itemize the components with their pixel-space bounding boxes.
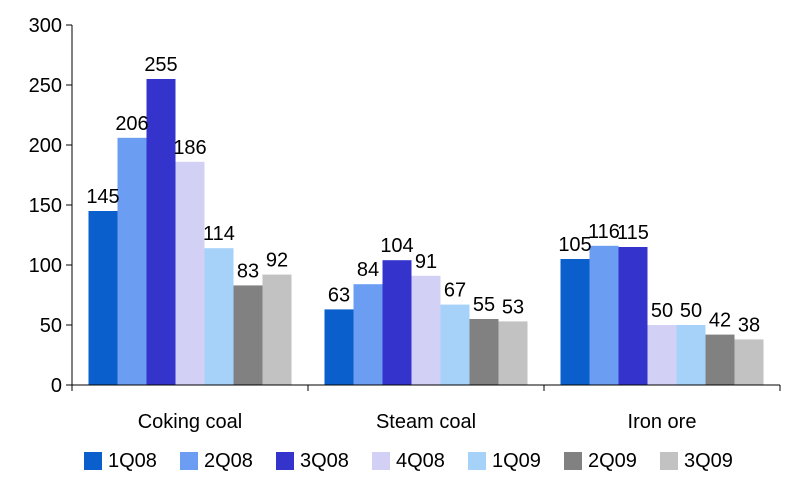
legend-label: 2Q08 xyxy=(204,450,253,472)
legend-label: 2Q09 xyxy=(588,450,637,472)
y-tick-label: 250 xyxy=(29,75,62,97)
legend-label: 1Q08 xyxy=(108,450,157,472)
value-label: 50 xyxy=(680,300,702,322)
y-tick-label: 150 xyxy=(29,195,62,217)
value-label: 104 xyxy=(380,235,413,257)
bar-1q09 xyxy=(440,304,470,385)
bar-2q09 xyxy=(705,334,735,385)
bar-1q08 xyxy=(324,309,354,385)
bar-3q09 xyxy=(734,339,764,385)
value-label: 55 xyxy=(473,294,495,316)
bar-3q09 xyxy=(498,321,528,385)
y-tick-label: 200 xyxy=(29,135,62,157)
value-label: 105 xyxy=(558,234,591,256)
value-label: 92 xyxy=(266,250,288,272)
bar-2q08 xyxy=(117,137,147,385)
bar-2q09 xyxy=(469,319,499,385)
value-label: 114 xyxy=(203,223,235,245)
y-tick-label: 50 xyxy=(40,315,62,337)
y-tick-label: 0 xyxy=(51,375,62,397)
value-label: 84 xyxy=(357,259,379,281)
x-category-label: Coking coal xyxy=(138,411,243,433)
legend-swatch-4q08 xyxy=(372,452,390,470)
bar-3q08 xyxy=(618,247,648,385)
legend-swatch-2q08 xyxy=(180,452,198,470)
bar-2q09 xyxy=(233,285,263,385)
value-label: 186 xyxy=(173,137,206,159)
bar-4q08 xyxy=(647,325,677,385)
bar-1q09 xyxy=(676,325,706,385)
value-label: 53 xyxy=(502,296,524,318)
bars xyxy=(88,79,764,385)
legend-label: 4Q08 xyxy=(396,450,445,472)
bar-1q09 xyxy=(204,248,234,385)
legend: 1Q08 2Q08 3Q08 4Q08 1Q09 2Q09 3Q09 xyxy=(84,450,733,472)
value-label: 145 xyxy=(86,186,119,208)
bar-3q08 xyxy=(146,79,176,385)
x-axis: Coking coal Steam coal Iron ore xyxy=(71,384,781,433)
bar-3q09 xyxy=(262,274,292,385)
value-label: 63 xyxy=(328,284,350,306)
value-label: 91 xyxy=(415,251,437,273)
value-label: 50 xyxy=(651,300,673,322)
value-label: 116 xyxy=(588,221,620,243)
bar-3q08 xyxy=(382,260,412,385)
legend-label: 1Q09 xyxy=(492,450,541,472)
bar-1q08 xyxy=(88,211,118,385)
y-axis: 0 50 100 150 200 250 300 xyxy=(29,15,73,397)
bar-4q08 xyxy=(411,275,441,385)
legend-swatch-3q08 xyxy=(276,452,294,470)
legend-swatch-3q09 xyxy=(660,452,678,470)
value-label: 206 xyxy=(115,113,148,135)
legend-label: 3Q09 xyxy=(684,450,733,472)
value-label: 38 xyxy=(738,314,760,336)
legend-swatch-1q08 xyxy=(84,452,102,470)
y-tick-label: 100 xyxy=(29,255,62,277)
x-category-label: Steam coal xyxy=(376,411,476,433)
x-category-label: Iron ore xyxy=(628,411,697,433)
value-label: 115 xyxy=(617,222,649,244)
value-label: 83 xyxy=(237,260,259,282)
legend-swatch-1q09 xyxy=(468,452,486,470)
value-label: 255 xyxy=(144,54,177,76)
y-tick-label: 300 xyxy=(29,15,62,37)
bar-2q08 xyxy=(589,245,619,385)
value-label: 67 xyxy=(444,280,466,302)
bar-4q08 xyxy=(175,161,205,385)
value-label: 42 xyxy=(709,310,731,332)
legend-swatch-2q09 xyxy=(564,452,582,470)
legend-label: 3Q08 xyxy=(300,450,349,472)
bar-2q08 xyxy=(353,284,383,385)
bar-1q08 xyxy=(560,259,590,385)
